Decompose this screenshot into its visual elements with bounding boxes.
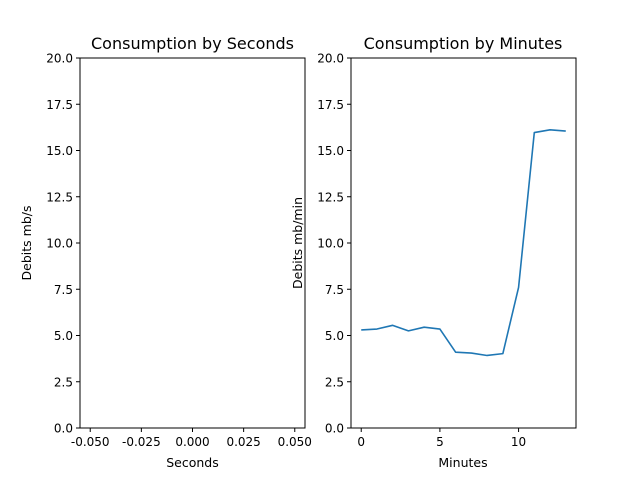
seconds-y-tick-label: 20.0 [46,52,73,66]
minutes-y-tick-label: 0.0 [325,422,344,436]
minutes-y-tick-label: 2.5 [325,375,344,389]
minutes-x-ticks: 0 5 10 [357,428,526,449]
minutes-plot-frame [350,57,577,429]
minutes-series-line [361,128,566,357]
seconds-x-tick-label: 0.050 [278,435,312,449]
minutes-y-tick-label: 10.0 [317,237,344,251]
seconds-y-tick-label: 5.0 [54,329,73,343]
seconds-x-axis-label: Seconds [166,455,219,470]
seconds-y-tick-label: 2.5 [54,375,73,389]
seconds-x-ticks: -0.050 -0.025 0.000 0.025 0.050 [71,428,312,449]
minutes-chart-title: Consumption by Minutes [364,34,563,53]
minutes-y-axis-label: Debits mb/min [290,197,305,289]
seconds-y-tick-label: 7.5 [54,283,73,297]
seconds-y-ticks: 0.0 2.5 5.0 7.5 10.0 12.5 15.0 17.5 20.0 [46,52,80,436]
minutes-x-tick-label: 5 [436,435,444,449]
minutes-x-tick-label: 0 [357,435,365,449]
minutes-y-tick-label: 17.5 [317,98,344,112]
minutes-y-tick-label: 5.0 [325,329,344,343]
minutes-lines [361,128,566,357]
seconds-x-tick-label: -0.025 [122,435,161,449]
seconds-y-tick-label: 12.5 [46,190,73,204]
minutes-y-tick-label: 12.5 [317,190,344,204]
seconds-y-tick-label: 17.5 [46,98,73,112]
seconds-y-tick-label: 15.0 [46,144,73,158]
minutes-y-ticks: 0.0 2.5 5.0 7.5 10.0 12.5 15.0 17.5 20.0 [317,52,351,436]
minutes-y-tick-label: 20.0 [317,52,344,66]
seconds-y-tick-label: 10.0 [46,237,73,251]
seconds-y-axis-label: Debits mb/s [19,206,34,281]
seconds-chart-title: Consumption by Seconds [91,34,294,53]
minutes-y-tick-label: 7.5 [325,283,344,297]
seconds-y-tick-label: 0.0 [54,422,73,436]
minutes-y-tick-label: 15.0 [317,144,344,158]
seconds-x-tick-label: -0.050 [71,435,110,449]
seconds-chart: Consumption by Seconds -0.050 -0.025 0.000… [19,34,312,470]
seconds-x-tick-label: 0.025 [226,435,260,449]
seconds-plot-frame [79,57,306,429]
seconds-x-tick-label: 0.000 [175,435,209,449]
minutes-x-axis-label: Minutes [438,455,487,470]
minutes-chart: Consumption by Minutes 0 5 10 0.0 2.5 5.0 7.5… [290,34,577,470]
minutes-x-tick-label: 10 [511,435,526,449]
